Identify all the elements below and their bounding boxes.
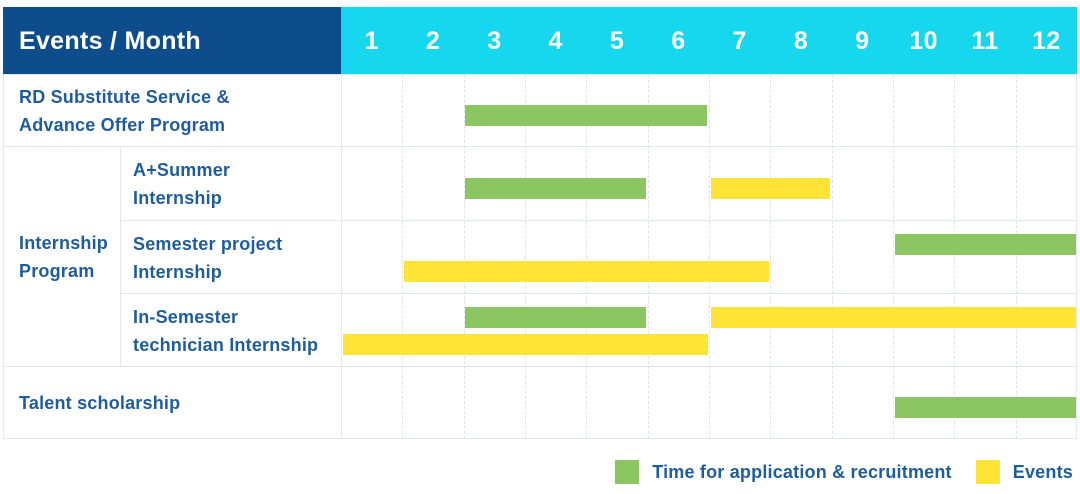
month-header-2: 2 — [425, 26, 441, 55]
gantt-bar-events — [403, 261, 769, 282]
row-label-line: A+Summer — [133, 160, 231, 180]
row-label-line: RD Substitute Service & — [19, 87, 230, 107]
grid-month-line — [402, 75, 403, 439]
gantt-bar-application — [465, 178, 647, 199]
grid-month-line — [525, 75, 526, 439]
gantt-bar-application — [894, 234, 1076, 255]
month-header-9: 9 — [855, 26, 870, 55]
gantt-bar-events — [710, 178, 831, 199]
row-label-line: Internship — [133, 261, 223, 282]
grid-vline — [3, 75, 4, 439]
application-swatch-icon — [615, 460, 640, 484]
grid-hline — [120, 220, 1077, 221]
month-header-11: 11 — [971, 26, 999, 55]
legend-label-events: Events — [1012, 461, 1073, 482]
grid-month-line — [586, 75, 587, 439]
row-label-2: Semester project Internship — [120, 221, 341, 294]
row-label-3: In-Semester technician Internship — [120, 294, 341, 367]
grid-hline — [3, 74, 1077, 75]
grid-hline — [3, 146, 1077, 147]
legend: Time for application & recruitment Events — [615, 456, 1073, 488]
month-header-3: 3 — [487, 26, 502, 55]
row-label-4: Talent scholarship — [3, 367, 341, 439]
month-header-6: 6 — [671, 26, 686, 55]
month-header-4: 4 — [548, 26, 563, 55]
grid-hline — [3, 366, 1077, 367]
grid-month-line — [954, 75, 955, 439]
gantt-bar-application — [894, 397, 1076, 418]
group-label-internship-program: Internship Program — [3, 147, 120, 367]
row-label-1: A+Summer Internship — [120, 147, 341, 221]
month-header-12: 12 — [1032, 26, 1061, 55]
month-header-5: 5 — [609, 26, 625, 55]
grid-hline — [3, 438, 1077, 439]
month-header-7: 7 — [732, 26, 747, 55]
gantt-table: Events / Month 1 2 3 4 5 6 7 8 9 10 11 12 RD Substi… — [3, 7, 1077, 439]
grid-month-line — [464, 75, 465, 439]
grid-month-line — [893, 75, 894, 439]
grid-month-line — [648, 75, 649, 439]
gantt-bar-events — [342, 334, 708, 355]
grid-month-line — [832, 75, 833, 439]
row-label-line: Semester project — [133, 233, 283, 254]
row-label-line: Talent scholarship — [19, 393, 181, 413]
gantt-bar-events — [710, 307, 1076, 328]
group-label-line: Program — [19, 261, 95, 281]
grid-vline — [1076, 75, 1077, 439]
row-label-0: RD Substitute Service & Advance Offer Pro… — [3, 75, 341, 147]
month-header-8: 8 — [793, 26, 809, 55]
legend-item-application: Time for application & recruitment — [615, 460, 952, 484]
row-label-line: Advance Offer Program — [19, 115, 226, 135]
month-header-1: 1 — [364, 26, 379, 55]
group-label-line: Internship — [19, 233, 109, 253]
events-month-header: Events / Month — [3, 7, 341, 75]
month-header-10: 10 — [909, 26, 938, 55]
legend-item-events: Events — [975, 460, 1073, 484]
grid-hline — [120, 293, 1077, 294]
legend-label-application: Time for application & recruitment — [652, 461, 952, 482]
grid-month-line — [709, 75, 710, 439]
grid-month-line — [1016, 75, 1017, 439]
row-label-line: Internship — [133, 188, 223, 208]
month-header-row: 1 2 3 4 5 6 7 8 9 10 11 12 — [341, 7, 1077, 75]
grid-vline — [120, 147, 121, 367]
gantt-bar-application — [465, 105, 708, 126]
grid-vline — [341, 75, 342, 439]
gantt-bar-application — [465, 307, 647, 328]
row-label-line: technician Internship — [133, 334, 319, 355]
events-swatch-icon — [975, 460, 1000, 484]
row-label-line: In-Semester — [133, 306, 239, 327]
grid-month-line — [770, 75, 771, 439]
